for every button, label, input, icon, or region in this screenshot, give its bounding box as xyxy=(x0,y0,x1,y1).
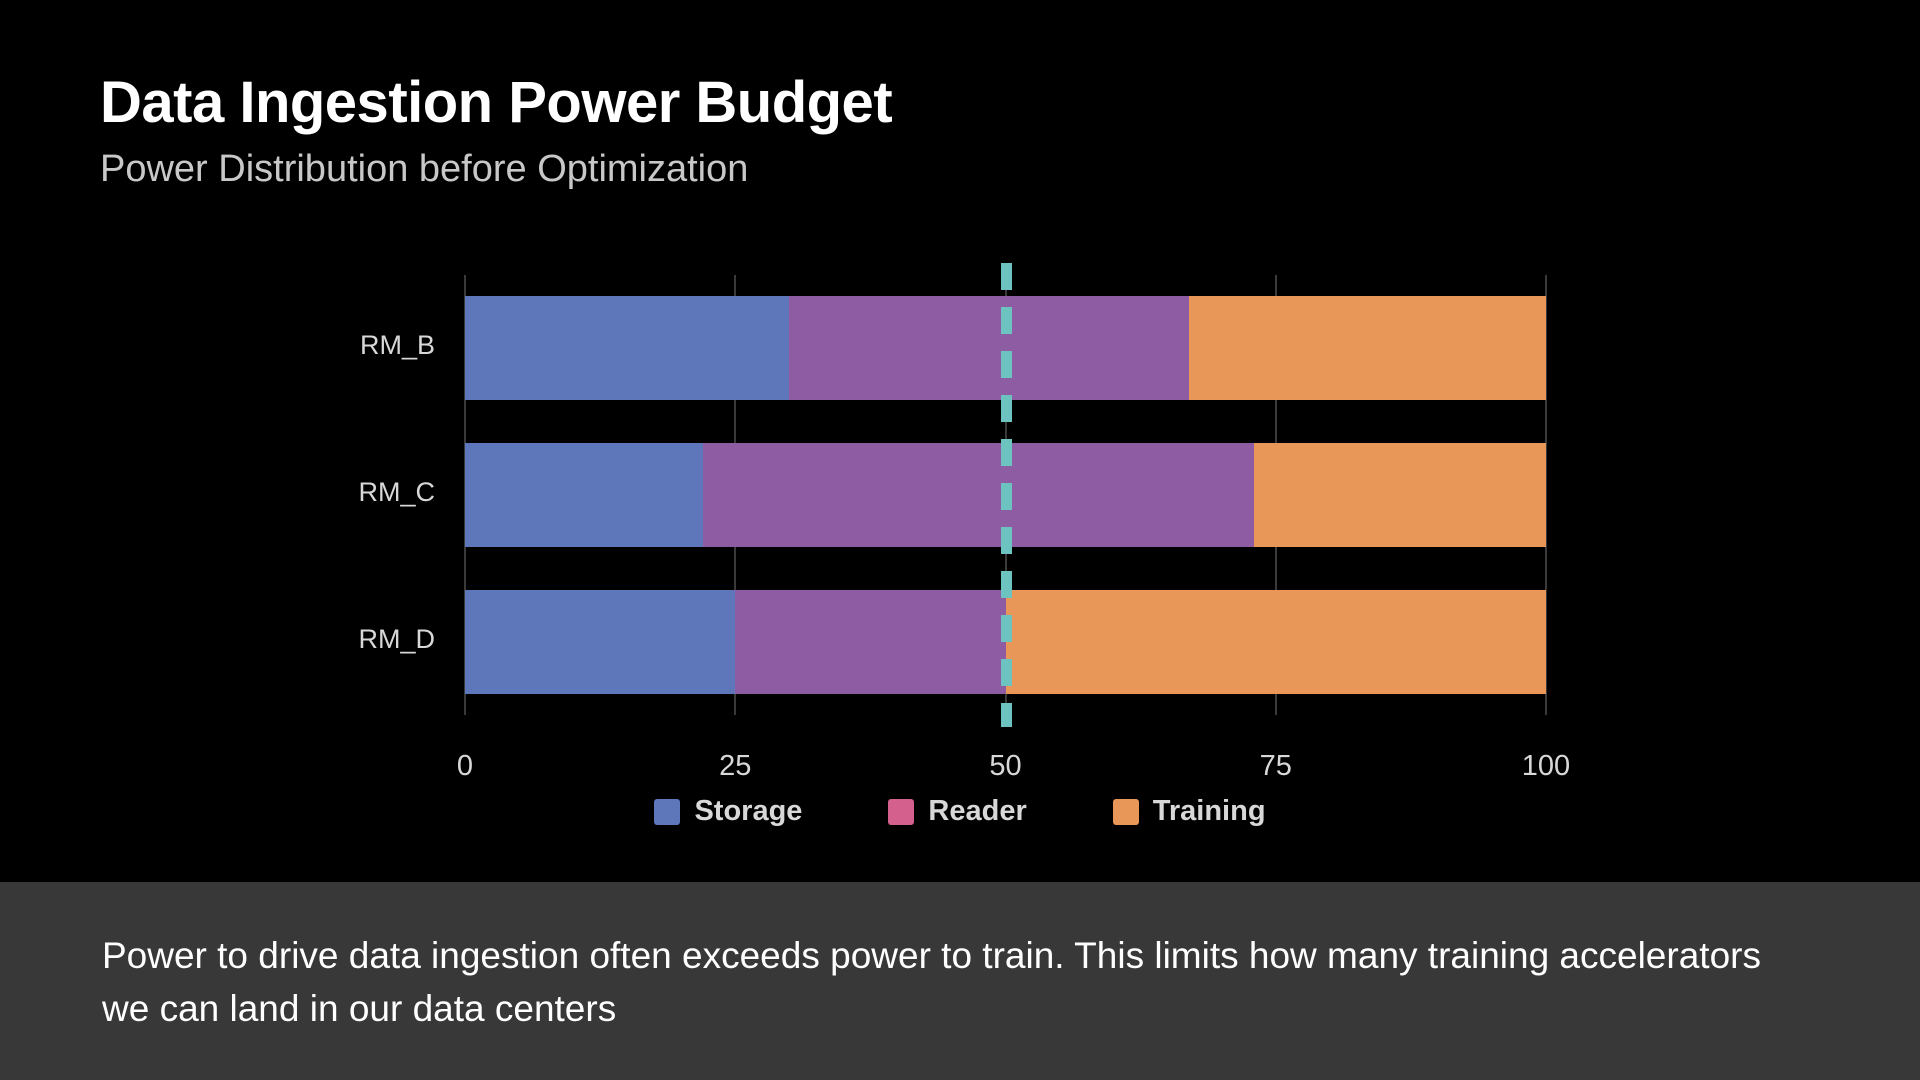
bar-segment-reader[interactable] xyxy=(789,296,1190,401)
x-axis: 0 25 50 75 100 xyxy=(457,750,1570,790)
category-label: RM_D xyxy=(358,623,435,654)
legend-item-storage[interactable]: Storage xyxy=(654,795,802,828)
x-tick-label: 100 xyxy=(1521,750,1571,782)
legend-item-reader[interactable]: Reader xyxy=(888,795,1027,828)
legend-swatch-icon xyxy=(654,798,681,825)
bar-segment-reader[interactable] xyxy=(735,589,1006,694)
legend-swatch-icon xyxy=(1112,798,1139,825)
legend-swatch-icon xyxy=(888,798,915,825)
bar-row[interactable]: RM_D xyxy=(358,589,1546,694)
bar-segment-training[interactable] xyxy=(1254,443,1546,547)
page-subtitle: Power Distribution before Optimization xyxy=(100,147,749,190)
bar-segment-training[interactable] xyxy=(1189,296,1546,401)
bar-segment-storage[interactable] xyxy=(465,589,736,694)
bar-segment-reader[interactable] xyxy=(702,443,1255,547)
x-tick-label: 75 xyxy=(1259,750,1292,782)
legend-label: Storage xyxy=(694,795,803,827)
footer-text: Power to drive data ingestion often exce… xyxy=(102,935,1761,1029)
gridline-100 xyxy=(1545,275,1547,715)
page-title: Data Ingestion Power Budget xyxy=(100,70,893,135)
chart: RM_B RM_C RM_D 0 25 50 75 100 xyxy=(0,240,1920,800)
bar-row[interactable]: RM_B xyxy=(360,296,1546,401)
x-tick-label: 25 xyxy=(719,750,752,782)
x-tick-label: 0 xyxy=(456,750,474,782)
legend-item-training[interactable]: Training xyxy=(1112,795,1266,828)
category-label: RM_B xyxy=(359,330,435,361)
category-label: RM_C xyxy=(358,477,435,507)
legend-label: Training xyxy=(1152,795,1266,827)
bar-segment-training[interactable] xyxy=(1005,589,1546,694)
bar-segment-storage[interactable] xyxy=(465,443,703,547)
footer-banner: Power to drive data ingestion often exce… xyxy=(0,882,1920,1080)
header: Data Ingestion Power Budget Power Distri… xyxy=(100,70,893,190)
x-tick-label: 50 xyxy=(989,750,1022,782)
legend-label: Reader xyxy=(928,795,1027,827)
chart-legend: Storage Reader Training xyxy=(0,795,1920,828)
bar-segment-storage[interactable] xyxy=(465,296,790,401)
bar-row[interactable]: RM_C xyxy=(358,443,1546,547)
plot-area: RM_B RM_C RM_D xyxy=(358,263,1547,727)
